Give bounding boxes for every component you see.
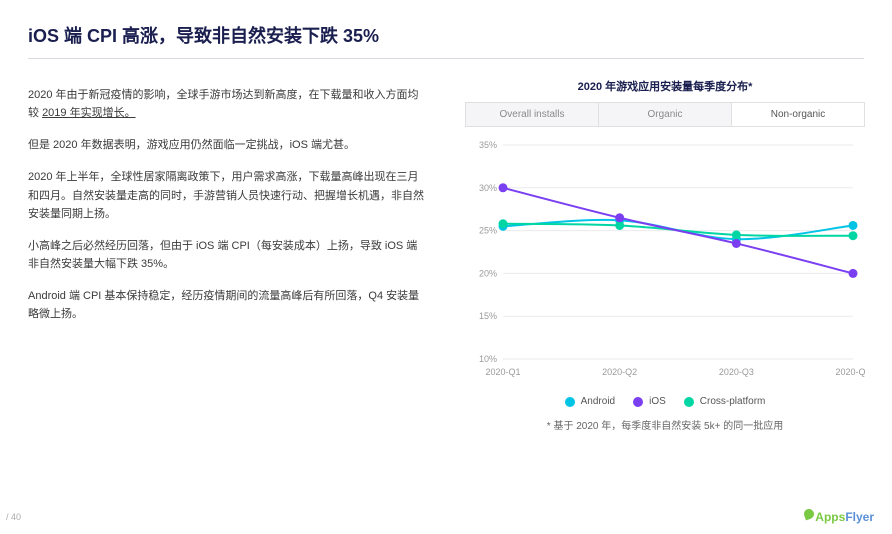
svg-text:20%: 20%	[479, 268, 497, 278]
legend-label-ios: iOS	[649, 396, 666, 407]
swatch-android	[565, 397, 575, 407]
legend-ios: iOS	[633, 396, 666, 407]
svg-text:25%: 25%	[479, 226, 497, 236]
chart-tabs: Overall installs Organic Non-organic	[465, 102, 865, 127]
legend-android: Android	[565, 396, 615, 407]
leaf-icon	[803, 508, 816, 521]
body-text: 2020 年由于新冠疫情的影响，全球手游市场达到新高度，在下载量和收入方面均较 …	[28, 86, 428, 337]
svg-text:35%: 35%	[479, 140, 497, 150]
chart-area: 2020 年游戏应用安装量每季度分布* Overall installs Org…	[465, 78, 865, 432]
svg-text:2020-Q4: 2020-Q4	[835, 367, 865, 377]
paragraph-2: 但是 2020 年数据表明，游戏应用仍然面临一定挑战，iOS 端尤甚。	[28, 136, 428, 154]
swatch-cross	[684, 397, 694, 407]
logo-flyer: Flyer	[845, 510, 874, 524]
title-rule	[28, 58, 864, 59]
swatch-ios	[633, 397, 643, 407]
paragraph-1: 2020 年由于新冠疫情的影响，全球手游市场达到新高度，在下载量和收入方面均较 …	[28, 86, 428, 122]
legend-label-android: Android	[581, 396, 615, 407]
svg-text:2020-Q1: 2020-Q1	[485, 367, 520, 377]
appsflyer-logo: AppsFlyer	[804, 509, 874, 524]
paragraph-5: Android 端 CPI 基本保持稳定，经历疫情期间的流量高峰后有所回落，Q4…	[28, 287, 428, 323]
paragraph-3: 2020 年上半年，全球性居家隔离政策下，用户需求高涨，下载量高峰出现在三月和四…	[28, 168, 428, 222]
svg-text:2020-Q3: 2020-Q3	[719, 367, 754, 377]
page-number: / 40	[6, 512, 21, 522]
tab-non-organic[interactable]: Non-organic	[732, 103, 864, 126]
svg-text:2020-Q2: 2020-Q2	[602, 367, 637, 377]
chart-legend: Android iOS Cross-platform	[465, 396, 865, 407]
tab-overall[interactable]: Overall installs	[466, 103, 599, 126]
logo-apps-text: pps	[824, 510, 845, 524]
chart-title: 2020 年游戏应用安装量每季度分布*	[465, 78, 865, 94]
svg-text:10%: 10%	[479, 354, 497, 364]
logo-apps: A	[815, 510, 824, 524]
svg-text:15%: 15%	[479, 311, 497, 321]
legend-cross: Cross-platform	[684, 396, 766, 407]
chart-footnote: * 基于 2020 年，每季度非自然安装 5k+ 的同一批应用	[465, 417, 865, 432]
page-title: iOS 端 CPI 高涨，导致非自然安装下跌 35%	[28, 22, 379, 48]
tab-organic[interactable]: Organic	[599, 103, 732, 126]
p1-link[interactable]: 2019 年实现增长。	[42, 107, 136, 119]
legend-label-cross: Cross-platform	[700, 396, 766, 407]
svg-text:30%: 30%	[479, 183, 497, 193]
paragraph-4: 小高峰之后必然经历回落，但由于 iOS 端 CPI（每安装成本）上扬，导致 iO…	[28, 237, 428, 273]
line-chart: 10% 15% 20% 25% 30% 35% 2020-Q1 2020-Q2 2020-Q3 2…	[465, 137, 865, 387]
